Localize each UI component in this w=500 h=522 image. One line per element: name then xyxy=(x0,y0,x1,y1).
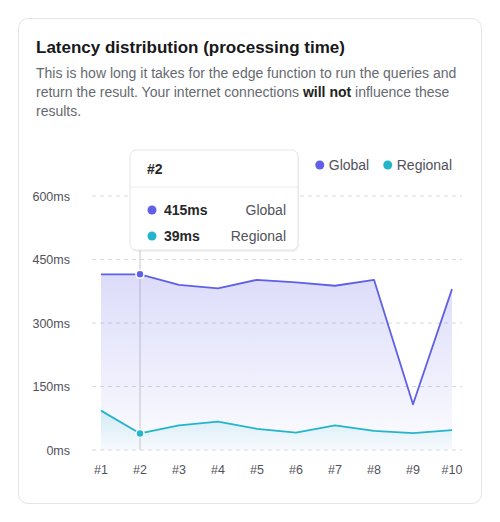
x-tick-label: #2 xyxy=(133,463,147,477)
tooltip-value: 39ms xyxy=(164,228,200,244)
x-tick-label: #7 xyxy=(328,463,342,477)
y-tick-label: 0ms xyxy=(46,444,70,458)
tooltip-series-name: Global xyxy=(246,202,286,218)
x-tick-label: #10 xyxy=(442,463,463,477)
tooltip-title: #2 xyxy=(147,161,163,177)
tooltip-divider xyxy=(130,187,298,188)
tooltip-box xyxy=(130,150,298,250)
y-tick-label: 600ms xyxy=(32,190,70,204)
x-tick-label: #4 xyxy=(211,463,225,477)
plot-area xyxy=(101,274,452,450)
x-tick-label: #9 xyxy=(406,463,420,477)
tooltip-value: 415ms xyxy=(164,202,208,218)
x-tick-label: #1 xyxy=(94,463,108,477)
tooltip: #2 415ms Global 39ms Regional xyxy=(130,150,299,252)
tooltip-series-name: Regional xyxy=(231,228,286,244)
series-line xyxy=(101,274,452,404)
y-tick-label: 150ms xyxy=(32,380,70,394)
tooltip-swatch xyxy=(148,206,157,215)
legend-label: Global xyxy=(329,157,369,173)
x-tick-label: #8 xyxy=(367,463,381,477)
x-tick-label: #5 xyxy=(250,463,264,477)
series-area xyxy=(101,411,452,450)
legend-swatch xyxy=(383,161,392,170)
legend-label: Regional xyxy=(397,157,452,173)
y-tick-label: 300ms xyxy=(32,317,70,331)
series-area xyxy=(101,274,452,450)
chart: 0ms 150ms 300ms 450ms 600ms #1 #2 #3 #4 #5 #6 #7 #8 #… xyxy=(0,0,500,522)
hover-point xyxy=(136,270,144,278)
subtitle: This is how long it takes for the edge f… xyxy=(36,64,461,121)
grid-line xyxy=(92,259,462,260)
tooltip-swatch xyxy=(148,232,157,241)
x-tick-label: #6 xyxy=(289,463,303,477)
x-tick-label: #3 xyxy=(172,463,186,477)
series-line xyxy=(101,411,452,434)
title: Latency distribution (processing time) xyxy=(36,38,345,58)
legend-swatch xyxy=(315,161,324,170)
y-tick-label: 450ms xyxy=(32,253,70,267)
hover-point xyxy=(136,429,144,437)
subtitle-bold: will not xyxy=(303,84,351,100)
